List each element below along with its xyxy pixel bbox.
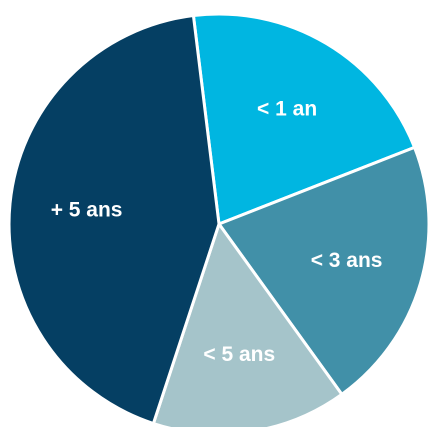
pie-slice-label-1: < 3 ans xyxy=(311,249,383,272)
pie-slices xyxy=(7,12,428,427)
pie-slice-3 xyxy=(7,14,221,425)
pie-slice-2 xyxy=(151,222,344,427)
pie-slice-0 xyxy=(191,12,417,226)
pie-labels: < 1 an < 3 ans < 5 ans + 5 ans xyxy=(51,97,383,366)
pie-slice-label-0: < 1 an xyxy=(257,97,317,120)
pie-slice-label-2: < 5 ans xyxy=(203,343,275,366)
pie-slice-1 xyxy=(217,145,428,396)
pie-slice-label-3: + 5 ans xyxy=(51,199,123,222)
